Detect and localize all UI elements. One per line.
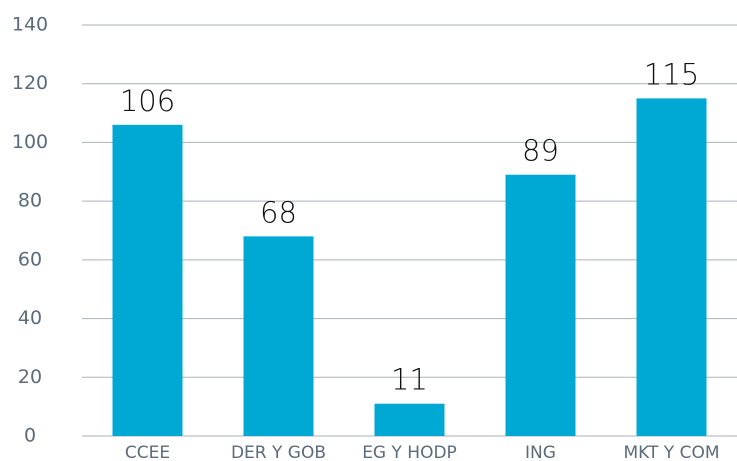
y-tick-label: 140 bbox=[12, 14, 48, 36]
value-label: 68 bbox=[260, 195, 297, 229]
y-tick-label: 20 bbox=[18, 366, 42, 388]
value-label: 11 bbox=[391, 363, 428, 397]
x-tick-label: DER Y GOB bbox=[231, 443, 326, 461]
value-label: 106 bbox=[120, 84, 175, 118]
x-tick-label: ING bbox=[525, 443, 556, 461]
y-tick-label: 40 bbox=[18, 307, 42, 329]
bar bbox=[243, 236, 314, 436]
x-tick-label: EG Y HODP bbox=[362, 443, 457, 461]
x-tick-label: MKT Y COM bbox=[624, 443, 720, 461]
value-label: 115 bbox=[644, 57, 699, 91]
y-tick-label: 120 bbox=[12, 72, 48, 94]
y-tick-label: 0 bbox=[24, 425, 36, 447]
value-label: 89 bbox=[522, 134, 559, 168]
bar bbox=[112, 124, 183, 437]
y-tick-label: 100 bbox=[12, 131, 48, 153]
bar bbox=[636, 98, 707, 437]
bar bbox=[374, 403, 445, 436]
y-tick-label: 60 bbox=[18, 248, 42, 270]
x-tick-label: CCEE bbox=[125, 443, 170, 461]
bar bbox=[505, 174, 576, 436]
y-tick-label: 80 bbox=[18, 190, 42, 212]
